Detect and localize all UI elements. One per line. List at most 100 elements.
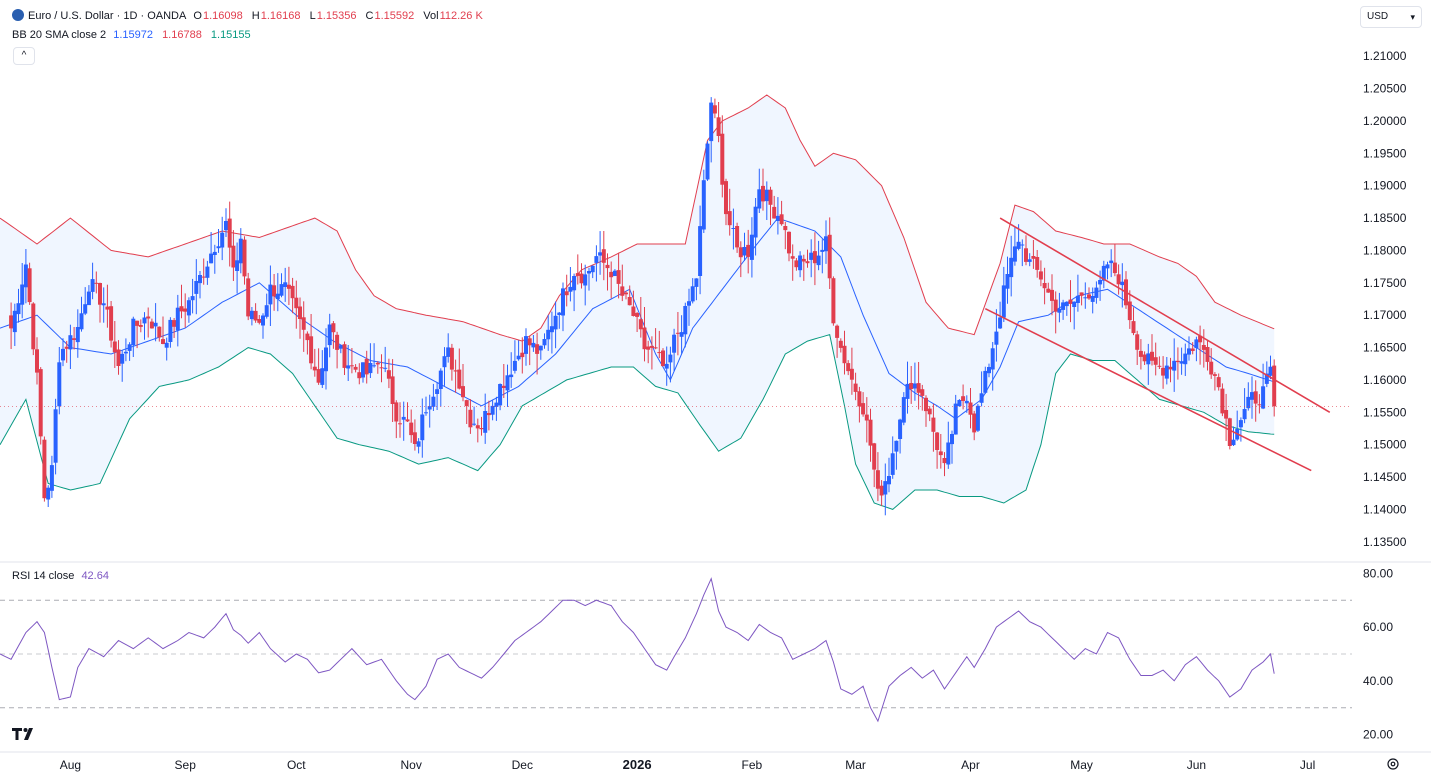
close-value: 1.15592 xyxy=(374,10,415,22)
candle-body xyxy=(16,303,21,315)
candle-body xyxy=(179,306,184,312)
candle-body xyxy=(57,362,62,407)
candle-body xyxy=(1172,360,1177,371)
candle-body xyxy=(72,338,77,340)
candle-body xyxy=(509,374,514,378)
time-tick-label: 2026 xyxy=(623,757,652,772)
candle-body xyxy=(727,211,732,226)
candle-body xyxy=(112,341,117,353)
candle-body xyxy=(779,214,784,225)
candle-body xyxy=(1153,357,1158,365)
candle-body xyxy=(816,255,821,266)
candle-body xyxy=(520,352,525,358)
candle-body xyxy=(1150,351,1154,361)
candle-body xyxy=(98,283,102,305)
candle-body xyxy=(283,282,288,287)
currency-select[interactable]: USD ▾ xyxy=(1360,6,1422,28)
candle-body xyxy=(890,453,895,475)
candle-body xyxy=(235,260,240,271)
candle-body xyxy=(512,360,517,371)
candle-body xyxy=(920,389,925,396)
candle-body xyxy=(872,443,877,470)
price-tick-label: 1.15500 xyxy=(1363,405,1407,419)
candle-body xyxy=(242,239,247,277)
candle-body xyxy=(1087,294,1091,299)
candle-body xyxy=(561,288,565,316)
candle-body xyxy=(424,412,428,414)
candle-body xyxy=(1012,246,1017,262)
candle-body xyxy=(1272,365,1277,407)
candle-body xyxy=(1057,308,1062,313)
candle-body xyxy=(138,325,143,327)
candle-body xyxy=(790,256,795,259)
candle-body xyxy=(1050,289,1054,301)
close-key: C xyxy=(365,10,374,22)
candle-body xyxy=(898,419,903,439)
candle-body xyxy=(353,366,358,370)
candle-body xyxy=(61,348,65,361)
candle-body xyxy=(131,318,136,346)
candle-body xyxy=(1064,301,1069,307)
candle-body xyxy=(1061,302,1066,310)
time-tick-label: Aug xyxy=(60,758,81,772)
candle-body xyxy=(824,236,828,252)
candle-body xyxy=(75,327,80,343)
candle-body xyxy=(324,347,328,372)
candle-body xyxy=(909,383,914,390)
candle-body xyxy=(653,347,658,349)
candle-body xyxy=(1001,285,1006,318)
candle-body xyxy=(887,476,891,485)
candle-body xyxy=(594,256,599,263)
candle-body xyxy=(1164,365,1169,379)
candle-body xyxy=(916,383,921,393)
candle-body xyxy=(175,307,180,331)
candle-body xyxy=(564,291,569,296)
candle-body xyxy=(698,226,703,276)
price-tick-label: 1.14000 xyxy=(1363,502,1407,516)
candle-body xyxy=(1257,404,1262,406)
candle-body xyxy=(764,189,769,202)
candle-body xyxy=(864,414,869,421)
tradingview-logo-icon[interactable] xyxy=(12,726,38,747)
candle-body xyxy=(1098,280,1103,285)
candle-body xyxy=(905,383,910,399)
collapse-legend-button[interactable]: ^ xyxy=(13,47,35,65)
candle-body xyxy=(1083,297,1088,299)
candle-body xyxy=(1068,299,1073,304)
candle-body xyxy=(546,329,551,340)
candle-body xyxy=(83,304,88,314)
candle-body xyxy=(398,423,402,425)
candle-body xyxy=(157,326,162,338)
candle-body xyxy=(1042,283,1047,289)
candle-body xyxy=(101,303,106,306)
candle-body xyxy=(701,180,706,230)
candle-body xyxy=(542,339,547,346)
candle-body xyxy=(468,409,473,428)
candle-body xyxy=(486,413,491,416)
candle-body xyxy=(761,185,765,202)
candle-body xyxy=(957,400,962,407)
candle-body xyxy=(505,375,510,391)
settings-icon[interactable] xyxy=(1386,757,1400,771)
bb-lower-line xyxy=(0,333,1275,510)
price-tick-label: 1.20000 xyxy=(1363,114,1407,128)
candle-body xyxy=(116,349,121,366)
candle-body xyxy=(935,432,940,450)
y-axis: 1.21000 1.20500 1.20000 1.19500 1.19000 1.185… xyxy=(1363,49,1407,741)
time-tick-label: Mar xyxy=(845,758,866,772)
candle-body xyxy=(427,406,432,410)
candle-body xyxy=(338,345,343,349)
rsi-legend[interactable]: RSI 14 close 42.64 xyxy=(12,569,115,583)
candle-body xyxy=(1146,353,1151,365)
candle-body xyxy=(831,278,836,324)
candle-body xyxy=(1016,241,1021,249)
candle-body xyxy=(442,356,447,368)
channel-upper-line xyxy=(999,217,1331,414)
candle-body xyxy=(1038,271,1043,280)
candle-body xyxy=(205,266,210,278)
bb-legend[interactable]: BB 20 SMA close 2 1.15972 1.16788 1.1515… xyxy=(12,28,257,42)
candle-body xyxy=(1205,347,1210,362)
candle-body xyxy=(94,282,99,284)
